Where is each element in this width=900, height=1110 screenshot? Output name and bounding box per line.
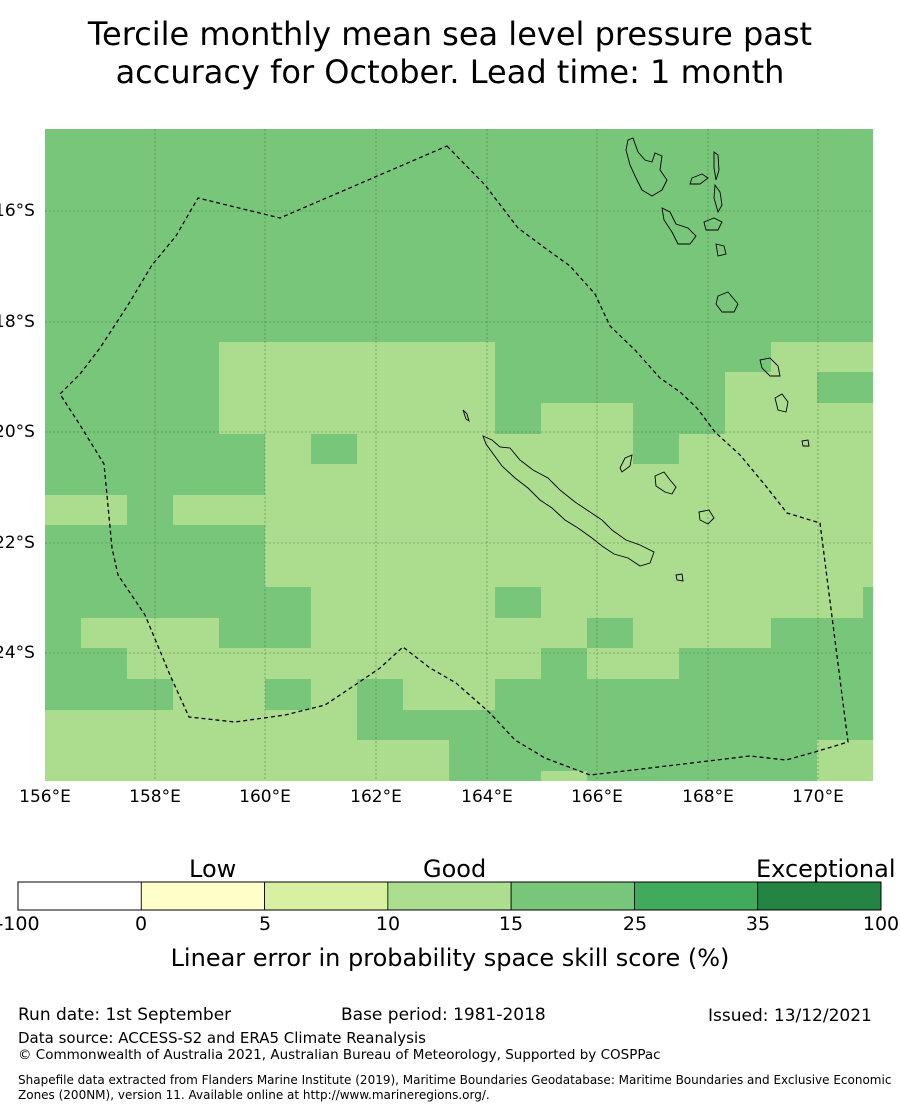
skill-cell bbox=[495, 434, 633, 464]
colorbar-tick: 5 bbox=[258, 913, 272, 935]
colorbar-segment bbox=[634, 881, 759, 911]
title-line-2: accuracy for October. Lead time: 1 month bbox=[115, 53, 785, 91]
map-gridlines bbox=[45, 129, 873, 781]
island-espiritu-santo bbox=[625, 137, 668, 197]
title-line-1: Tercile monthly mean sea level pressure … bbox=[87, 15, 813, 53]
colorbar-segment bbox=[510, 881, 635, 911]
colorbar-tick: 15 bbox=[498, 913, 524, 935]
skill-cell bbox=[357, 434, 495, 464]
island-maewo bbox=[713, 151, 720, 181]
skill-cell bbox=[587, 648, 679, 679]
lon-label: 158°E bbox=[129, 787, 181, 807]
lon-label: 170°E bbox=[792, 787, 844, 807]
lon-label: 160°E bbox=[239, 787, 291, 807]
lon-label: 162°E bbox=[350, 787, 402, 807]
colorbar-tick: 35 bbox=[745, 913, 771, 935]
new-caledonia-coastline bbox=[482, 435, 655, 567]
skill-cell bbox=[173, 495, 265, 525]
colorbar-tick: 0 bbox=[134, 913, 148, 935]
shapefile-citation-line-1: Shapefile data extracted from Flanders M… bbox=[18, 1073, 892, 1087]
loyalty-island-mare bbox=[698, 509, 715, 525]
lat-label: 16°S bbox=[0, 201, 35, 221]
data-source: Data source: ACCESS-S2 and ERA5 Climate … bbox=[18, 1029, 426, 1047]
island-isle-of-pines bbox=[675, 573, 684, 582]
run-date: Run date: 1st September bbox=[18, 1005, 232, 1025]
skill-cell bbox=[311, 679, 357, 710]
island-pentecost bbox=[713, 183, 723, 214]
island-epi bbox=[715, 243, 727, 257]
colorbar-tick: 25 bbox=[622, 913, 648, 935]
skill-cell bbox=[817, 740, 873, 781]
island-aneityum bbox=[801, 439, 810, 447]
colorbar-tick: -100 bbox=[0, 913, 40, 935]
loyalty-island-ouvea bbox=[619, 454, 633, 473]
colorbar-category-good: Good bbox=[423, 855, 487, 883]
colorbar-segment bbox=[387, 881, 512, 911]
skill-cell bbox=[541, 587, 863, 618]
colorbar bbox=[17, 881, 882, 911]
skill-cell bbox=[265, 434, 311, 464]
lat-label: 24°S bbox=[0, 643, 35, 663]
base-period: Base period: 1981-2018 bbox=[341, 1005, 546, 1025]
coastlines bbox=[462, 137, 810, 582]
skill-cell bbox=[265, 403, 495, 434]
skill-cell bbox=[265, 464, 873, 587]
island-tanna bbox=[774, 393, 789, 413]
colorbar-tick: 10 bbox=[375, 913, 401, 935]
colorbar-segment bbox=[264, 881, 389, 911]
colorbar-tick: 100 bbox=[862, 913, 900, 935]
colorbar-segment bbox=[757, 881, 882, 911]
skill-cell bbox=[311, 618, 587, 648]
skill-cell bbox=[541, 403, 633, 434]
colorbar-category-exceptional: Exceptional bbox=[756, 855, 896, 883]
lon-label: 164°E bbox=[461, 787, 513, 807]
skill-cell bbox=[403, 679, 495, 710]
lon-label: 166°E bbox=[571, 787, 623, 807]
island-belep bbox=[462, 409, 470, 423]
colorbar-segment bbox=[17, 881, 142, 911]
island-ambae bbox=[689, 173, 709, 185]
skill-cell bbox=[45, 710, 357, 740]
island-ambrym bbox=[703, 217, 723, 231]
skill-cell bbox=[81, 618, 219, 648]
island-erromango bbox=[759, 357, 781, 377]
lat-label: 18°S bbox=[0, 312, 35, 332]
skill-cell bbox=[45, 495, 127, 525]
shapefile-citation-line-2: Zones (200NM), version 11. Available onl… bbox=[18, 1088, 490, 1102]
skill-cell bbox=[173, 679, 265, 710]
skill-cell bbox=[541, 771, 587, 781]
eez-boundary bbox=[59, 145, 849, 776]
lon-label: 168°E bbox=[682, 787, 734, 807]
skill-cell bbox=[679, 434, 873, 464]
lat-label: 20°S bbox=[0, 422, 35, 442]
skill-cell bbox=[633, 618, 771, 648]
skill-cell bbox=[127, 648, 541, 679]
skill-cell bbox=[771, 342, 873, 372]
lon-label: 156°E bbox=[19, 787, 71, 807]
skill-cell bbox=[311, 587, 495, 618]
colorbar-category-low: Low bbox=[189, 855, 237, 883]
copyright: © Commonwealth of Australia 2021, Austra… bbox=[18, 1047, 661, 1063]
skill-cell bbox=[45, 740, 449, 781]
island-malekula bbox=[661, 207, 697, 245]
colorbar-border bbox=[17, 881, 882, 911]
colorbar-segment bbox=[140, 881, 265, 911]
colorbar-title: Linear error in probability space skill … bbox=[170, 944, 730, 972]
skill-cell bbox=[725, 372, 817, 434]
issued-date: Issued: 13/12/2021 bbox=[708, 1006, 872, 1026]
skill-cells-10-15 bbox=[45, 342, 873, 781]
lat-label: 22°S bbox=[0, 533, 35, 553]
loyalty-island-lifou bbox=[654, 471, 677, 495]
island-efate bbox=[715, 291, 739, 313]
skill-cell bbox=[817, 403, 873, 434]
